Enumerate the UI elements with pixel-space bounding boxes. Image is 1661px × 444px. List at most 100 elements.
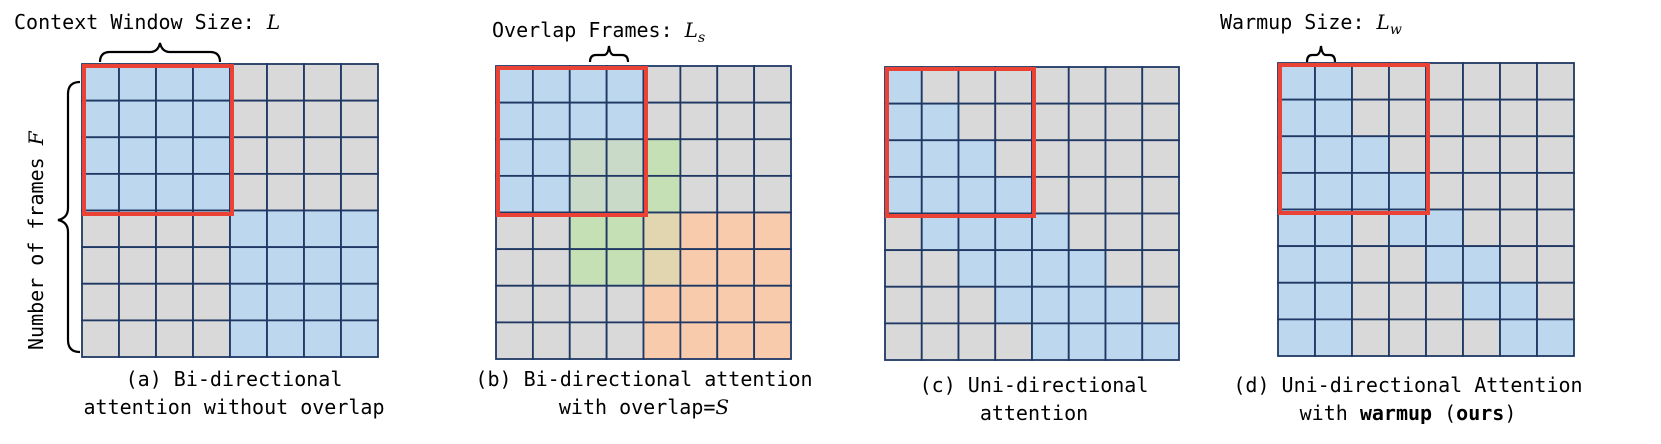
grid-cell	[1388, 318, 1427, 357]
grid-cell	[1425, 171, 1464, 211]
grid-cell	[118, 282, 157, 322]
panel-d-top-label: Warmup Size: Lw	[1220, 10, 1402, 38]
grid-cell	[1351, 245, 1390, 284]
grid-cell	[495, 101, 534, 141]
grid-cell	[716, 174, 756, 214]
grid-cell	[1031, 175, 1070, 215]
panel-d-caption-line2: with warmup (ours)	[1300, 401, 1517, 425]
grid-cell	[81, 246, 120, 285]
grid-cell	[1104, 66, 1144, 105]
grid-cell	[1104, 212, 1144, 252]
grid-cell	[266, 63, 305, 102]
grid-cell	[1031, 285, 1070, 325]
grid-cell	[605, 138, 645, 177]
grid-cell	[1388, 135, 1427, 174]
grid-cell	[1141, 322, 1180, 361]
grid-cell	[1277, 171, 1316, 211]
grid-cell	[1462, 208, 1501, 248]
panel-a-top-label: Context Window Size: L	[14, 10, 280, 34]
grid-cell	[192, 172, 231, 212]
grid-cell	[1425, 208, 1464, 248]
grid-cell	[303, 209, 342, 249]
grid-cell	[568, 248, 608, 287]
grid-cell	[229, 136, 268, 175]
grid-cell	[884, 322, 923, 361]
grid-cell	[679, 284, 719, 324]
grid-cell	[495, 211, 534, 251]
grid-cell	[531, 101, 571, 141]
grid-cell	[884, 249, 923, 288]
grid-cell	[1388, 245, 1427, 284]
grid-cell	[495, 174, 534, 214]
grid-cell	[1141, 102, 1180, 142]
panel-c-caption-line2: attention	[980, 401, 1088, 425]
grid-cell	[568, 138, 608, 177]
grid-cell	[884, 285, 923, 325]
panel-a-grid	[81, 63, 379, 358]
grid-cell	[531, 211, 571, 251]
grid-cell	[1425, 281, 1464, 321]
grid-cell	[1141, 249, 1180, 288]
grid-cell	[1462, 171, 1501, 211]
grid-cell	[1314, 135, 1353, 174]
grid-cell	[884, 66, 923, 105]
grid-cell	[340, 282, 379, 322]
grid-cell	[568, 321, 608, 360]
grid-cell	[1425, 245, 1464, 284]
grid-cell	[605, 284, 645, 324]
grid-cell	[303, 319, 342, 358]
grid-cell	[994, 139, 1033, 178]
grid-cell	[192, 63, 231, 102]
grid-cell	[1536, 318, 1575, 357]
grid-cell	[605, 211, 645, 251]
panel-b-top-label: Overlap Frames: Ls	[492, 18, 705, 46]
grid-cell	[1351, 171, 1390, 211]
panel-a-caption-line1: (a) Bi-directional	[126, 367, 343, 391]
grid-cell	[1314, 318, 1353, 357]
grid-cell	[1499, 171, 1538, 211]
grid-cell	[266, 99, 305, 139]
grid-cell	[642, 138, 682, 177]
grid-cell	[1141, 139, 1180, 178]
grid-cell	[679, 174, 719, 214]
grid-cell	[340, 99, 379, 139]
grid-cell	[303, 99, 342, 139]
grid-cell	[716, 284, 756, 324]
grid-cell	[495, 138, 534, 177]
panel-b-window-box	[496, 66, 648, 217]
grid-cell	[303, 172, 342, 212]
grid-cell	[884, 212, 923, 252]
grid-cell	[531, 248, 571, 287]
grid-cell	[531, 65, 571, 104]
panel-a-caption-line2: attention without overlap	[83, 395, 384, 419]
grid-cell	[679, 248, 719, 287]
grid-cell	[81, 319, 120, 358]
grid-cell	[340, 319, 379, 358]
grid-cell	[1141, 175, 1180, 215]
grid-cell	[679, 211, 719, 251]
grid-cell	[1104, 102, 1144, 142]
grid-cell	[884, 139, 923, 178]
grid-cell	[716, 101, 756, 141]
grid-cell	[1104, 175, 1144, 215]
panel-c-caption-line1: (c) Uni-directional	[920, 373, 1149, 397]
grid-cell	[994, 322, 1033, 361]
grid-cell	[266, 172, 305, 212]
grid-cell	[81, 99, 120, 139]
grid-cell	[229, 246, 268, 285]
grid-cell	[679, 101, 719, 141]
grid-cell	[118, 99, 157, 139]
grid-cell	[1462, 245, 1501, 284]
grid-cell	[1351, 135, 1390, 174]
grid-cell	[605, 248, 645, 287]
grid-cell	[192, 319, 231, 358]
grid-cell	[303, 282, 342, 322]
grid-cell	[957, 139, 997, 178]
grid-cell	[1141, 66, 1180, 105]
panel-d-window-box	[1278, 63, 1430, 215]
grid-cell	[1031, 249, 1070, 288]
grid-cell	[679, 138, 719, 177]
grid-cell	[1104, 285, 1144, 325]
grid-cell	[1499, 208, 1538, 248]
grid-cell	[568, 284, 608, 324]
